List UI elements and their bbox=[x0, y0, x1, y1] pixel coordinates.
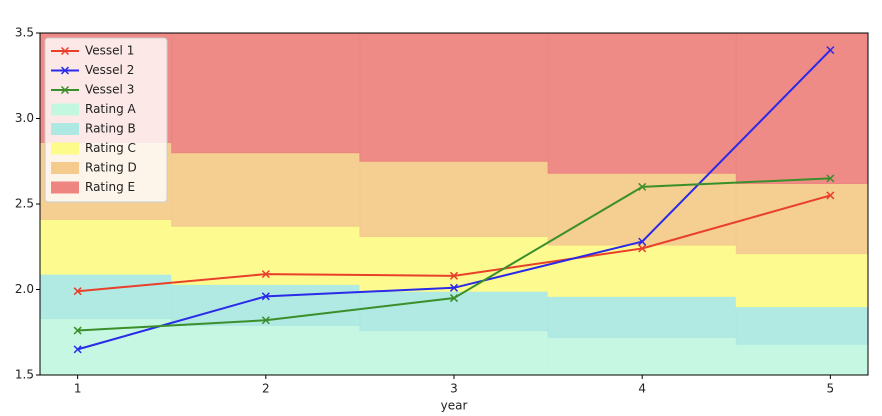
y-tick-label: 2.0 bbox=[15, 282, 34, 296]
point-marker bbox=[638, 182, 647, 191]
rating-band bbox=[359, 160, 549, 237]
x-tick-label: 2 bbox=[262, 382, 270, 396]
x-tick-label: 4 bbox=[638, 382, 646, 396]
legend-label: Rating B bbox=[85, 122, 136, 136]
rating-band bbox=[547, 295, 737, 338]
point-marker bbox=[638, 244, 647, 253]
legend-label: Rating A bbox=[85, 102, 137, 116]
legend-swatch bbox=[51, 181, 79, 194]
y-tick-label: 3.0 bbox=[15, 111, 34, 125]
rating-band bbox=[547, 336, 737, 375]
rating-band bbox=[735, 253, 868, 308]
x-tick-label: 5 bbox=[827, 382, 835, 396]
legend-marker bbox=[60, 46, 70, 56]
legend-label: Rating C bbox=[85, 141, 136, 155]
point-marker bbox=[261, 270, 270, 279]
legend-label: Rating D bbox=[85, 161, 137, 175]
point-marker bbox=[73, 345, 82, 354]
y-tick-label: 1.5 bbox=[15, 368, 34, 382]
rating-band bbox=[359, 330, 549, 375]
point-marker bbox=[449, 271, 459, 280]
rating-band bbox=[171, 152, 361, 227]
legend-label: Vessel 1 bbox=[85, 44, 134, 58]
point-marker bbox=[261, 292, 270, 301]
legend-label: Vessel 3 bbox=[85, 83, 134, 97]
legend-marker bbox=[60, 85, 70, 95]
rating-band bbox=[735, 306, 868, 345]
legend-label: Rating E bbox=[85, 180, 135, 194]
rating-band bbox=[547, 172, 737, 246]
point-marker bbox=[826, 191, 835, 200]
rating-band bbox=[359, 235, 549, 292]
legend-marker bbox=[60, 66, 70, 75]
point-marker bbox=[449, 294, 459, 303]
point-marker bbox=[826, 174, 835, 183]
rating-band bbox=[735, 33, 868, 184]
rating-band bbox=[171, 33, 361, 154]
legend-swatch bbox=[51, 103, 79, 116]
point-marker bbox=[826, 46, 835, 55]
x-tick-label: 3 bbox=[450, 382, 458, 396]
legend-label: Vessel 2 bbox=[85, 63, 134, 77]
rating-band bbox=[735, 343, 868, 375]
legend-box bbox=[44, 37, 168, 203]
legend-swatch bbox=[51, 123, 79, 135]
point-marker bbox=[73, 326, 82, 335]
point-marker bbox=[261, 316, 270, 325]
point-marker bbox=[73, 287, 82, 296]
rating-band bbox=[171, 324, 361, 375]
rating-band bbox=[171, 283, 361, 326]
x-tick-label: 1 bbox=[74, 382, 82, 396]
rating-band bbox=[40, 273, 173, 320]
legend-swatch bbox=[51, 142, 79, 155]
rating-band bbox=[40, 218, 173, 275]
legend-swatch bbox=[51, 162, 79, 174]
point-marker bbox=[638, 237, 647, 246]
y-tick-label: 3.5 bbox=[15, 26, 34, 40]
rating-band bbox=[547, 33, 737, 174]
x-axis-label: year bbox=[441, 399, 468, 413]
rating-band bbox=[359, 33, 549, 162]
y-tick-label: 2.5 bbox=[15, 197, 34, 211]
rating-band bbox=[547, 244, 737, 297]
point-marker bbox=[449, 283, 459, 292]
rating-band bbox=[735, 182, 868, 255]
